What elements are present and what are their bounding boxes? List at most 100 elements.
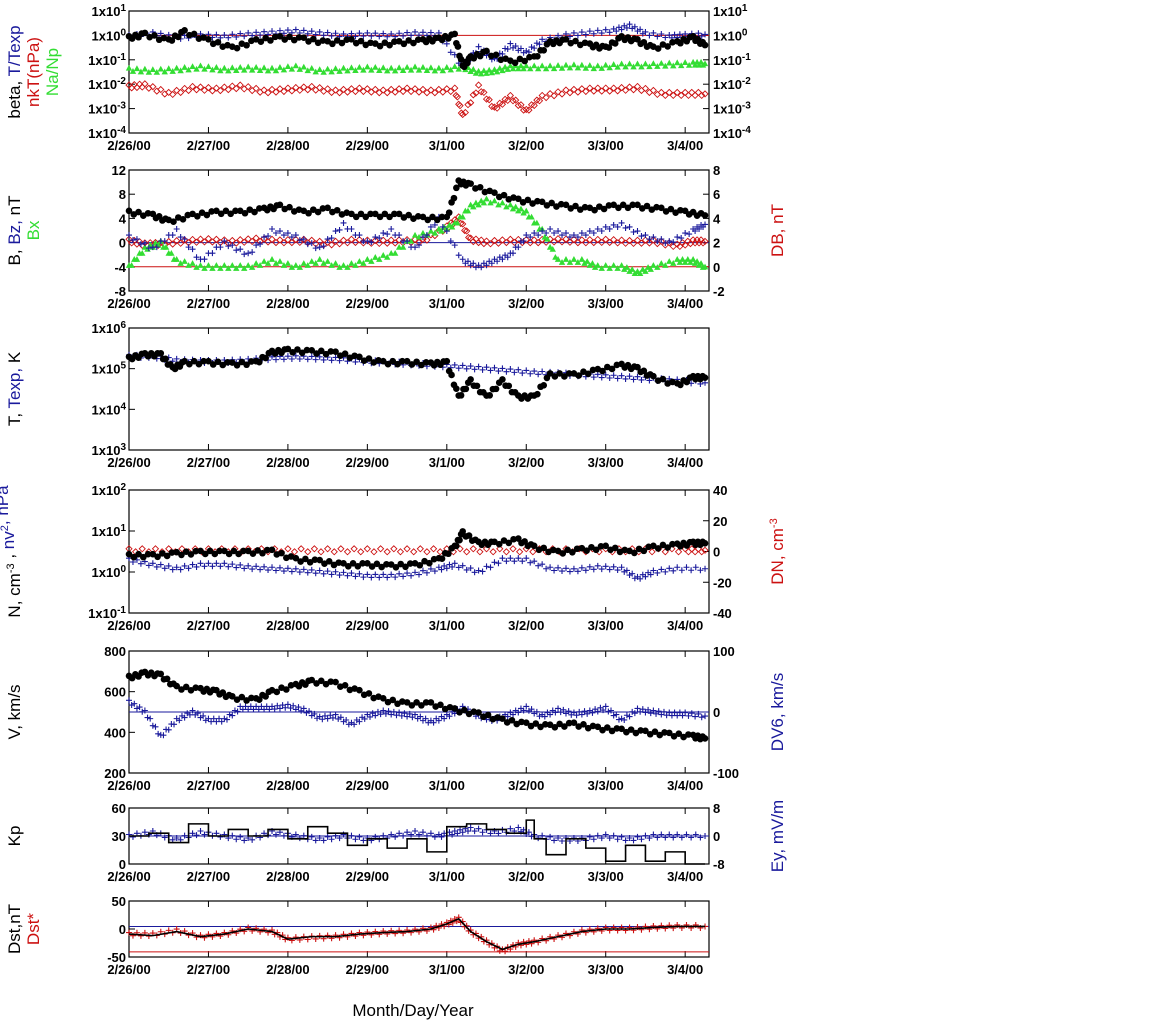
data-point bbox=[404, 238, 411, 245]
data-point bbox=[443, 40, 450, 47]
data-point bbox=[646, 32, 653, 39]
data-point bbox=[570, 709, 577, 716]
data-point bbox=[606, 238, 614, 247]
data-point bbox=[523, 62, 530, 69]
data-point bbox=[602, 563, 609, 570]
data-point bbox=[590, 238, 598, 247]
data-point bbox=[404, 29, 411, 36]
data-point bbox=[201, 265, 208, 271]
data-point bbox=[340, 559, 347, 567]
data-point bbox=[482, 95, 491, 103]
data-point bbox=[328, 357, 335, 364]
data-point bbox=[312, 837, 319, 844]
data-point bbox=[302, 555, 309, 563]
data-point bbox=[303, 346, 311, 354]
data-point bbox=[292, 831, 299, 838]
data-point bbox=[189, 830, 196, 837]
data-point bbox=[237, 30, 244, 37]
data-point bbox=[673, 88, 681, 97]
date-tick-label: 2/27/00 bbox=[187, 138, 230, 153]
data-point bbox=[698, 714, 705, 721]
data-point bbox=[702, 713, 709, 720]
data-point bbox=[192, 684, 200, 692]
data-point bbox=[348, 832, 355, 839]
data-point bbox=[229, 712, 236, 719]
data-point bbox=[476, 183, 484, 191]
data-point bbox=[507, 62, 514, 69]
data-point bbox=[249, 566, 256, 573]
data-point bbox=[316, 66, 323, 73]
data-point bbox=[173, 226, 180, 232]
data-point bbox=[449, 563, 456, 570]
data-point bbox=[539, 36, 546, 43]
data-point bbox=[655, 708, 662, 715]
data-point bbox=[558, 259, 566, 265]
data-point bbox=[300, 832, 307, 839]
y-tick-label: 12 bbox=[112, 163, 126, 178]
data-point bbox=[205, 63, 212, 70]
data-point bbox=[229, 64, 236, 71]
data-point bbox=[670, 62, 677, 69]
data-point bbox=[256, 262, 264, 268]
data-point bbox=[697, 236, 705, 244]
data-point bbox=[413, 358, 420, 366]
y-tick-label: 1x10-3 bbox=[88, 101, 126, 117]
data-point bbox=[443, 228, 450, 235]
data-point bbox=[504, 66, 511, 72]
data-point bbox=[543, 565, 550, 572]
data-point bbox=[654, 569, 661, 576]
data-point bbox=[212, 235, 221, 243]
data-point bbox=[455, 252, 462, 259]
data-point bbox=[348, 30, 355, 37]
data-point bbox=[419, 234, 426, 241]
data-point bbox=[201, 550, 209, 558]
data-point bbox=[288, 234, 295, 241]
data-point bbox=[574, 64, 582, 71]
data-point bbox=[666, 831, 673, 838]
data-point bbox=[475, 825, 482, 832]
data-point bbox=[272, 567, 279, 574]
right-y-axis-title: DB, nT bbox=[768, 204, 787, 257]
data-point bbox=[264, 67, 272, 74]
data-point bbox=[546, 62, 554, 69]
data-point bbox=[320, 32, 327, 39]
data-point bbox=[244, 83, 252, 91]
date-tick-label: 3/3/00 bbox=[588, 962, 624, 977]
data-point bbox=[372, 210, 379, 218]
data-point bbox=[288, 87, 296, 95]
data-point bbox=[200, 712, 207, 719]
data-point bbox=[284, 345, 292, 353]
data-point bbox=[193, 254, 200, 261]
data-point bbox=[562, 230, 569, 237]
data-point bbox=[261, 234, 268, 241]
data-point bbox=[582, 239, 590, 247]
data-point bbox=[280, 568, 287, 575]
data-point bbox=[257, 241, 264, 248]
data-point bbox=[559, 838, 566, 844]
data-point bbox=[467, 824, 474, 831]
data-point bbox=[486, 392, 494, 399]
data-point bbox=[638, 376, 645, 383]
data-point bbox=[284, 236, 292, 244]
data-point bbox=[310, 545, 319, 553]
data-point bbox=[276, 228, 283, 235]
data-point bbox=[668, 712, 675, 719]
data-point bbox=[419, 213, 427, 221]
data-point bbox=[467, 99, 475, 107]
right-y-tick-label: 1x10-1 bbox=[713, 52, 751, 68]
data-point bbox=[386, 41, 393, 49]
data-point bbox=[147, 715, 154, 722]
data-point bbox=[642, 28, 649, 35]
data-point bbox=[203, 211, 211, 219]
data-point bbox=[226, 711, 233, 718]
data-point bbox=[212, 84, 221, 92]
data-point bbox=[653, 90, 661, 99]
data-point bbox=[570, 235, 578, 244]
data-point bbox=[292, 232, 299, 239]
data-point bbox=[493, 104, 501, 112]
data-point bbox=[328, 68, 335, 75]
data-point bbox=[269, 353, 276, 360]
data-point bbox=[383, 560, 390, 568]
data-point bbox=[487, 564, 494, 571]
data-point bbox=[241, 33, 248, 40]
